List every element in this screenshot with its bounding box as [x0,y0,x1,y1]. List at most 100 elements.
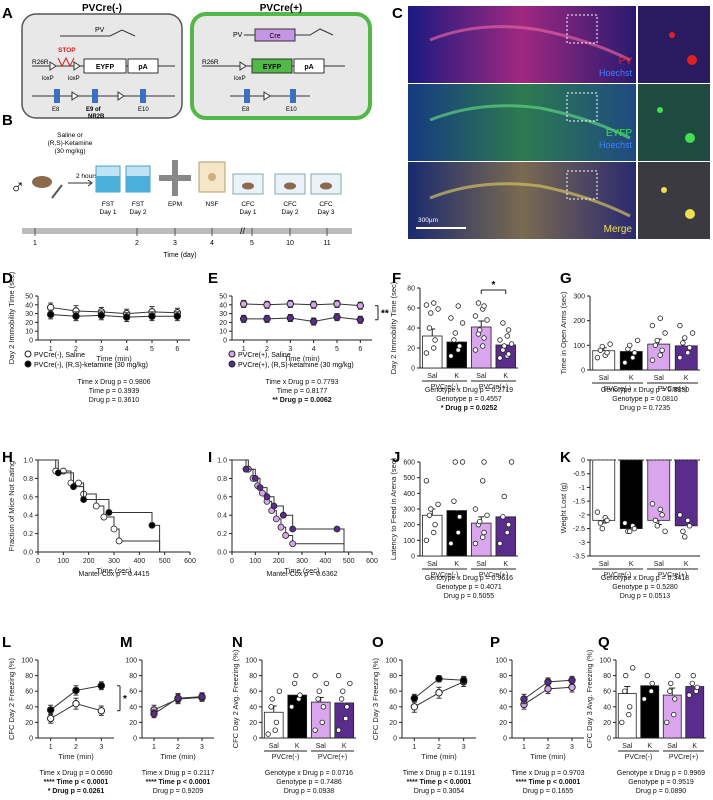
panel-label-p: P [490,634,500,651]
individual-point [472,347,479,353]
panel-label-n: N [232,634,243,651]
x-tick-label: K [684,561,689,568]
y-tick-label: 0 [411,554,415,561]
y-axis-label: CFC Day 2 Avg. Freezing (%) [231,649,240,748]
y-tick-label: 50 [25,294,33,301]
group-label: PVCre(-) [431,384,459,391]
y-tick-label: 60 [603,689,611,696]
group-label: PVCre(-) [431,572,459,579]
individual-point [432,337,438,343]
legend-e: PVCre(+), Saline PVCre(+), (R,S)-ketamin… [228,350,354,369]
individual-point [451,498,457,504]
individual-point [508,459,515,465]
panel-label-m: M [120,634,133,651]
bar [495,516,516,557]
stat-line: Genotype x Drug p = 0.3418 [601,575,689,582]
data-point [333,300,341,308]
individual-point [657,352,663,358]
individual-point [630,665,636,671]
x-tick-label: 6 [175,346,179,353]
x-tick-label: 400 [133,558,145,565]
y-tick-label: 30 [25,311,33,318]
event-point [54,469,62,477]
x-tick-label: K [454,373,459,380]
panel-label-b: B [2,112,13,129]
individual-point [594,509,601,515]
y-axis-label: Day 2 Immobility Time (sec) [389,281,398,374]
y-tick-label: 60 [129,689,137,696]
individual-point [500,320,506,326]
series-line [243,303,361,307]
test-epm-group: EPM [159,160,191,208]
test-nsf-group: NSF [198,161,226,208]
stat-line: Genotype p = 0.5280 [612,584,678,591]
individual-point [426,325,433,331]
pa-label-neg: pA [138,64,147,71]
stat-line: Genotype p = 0.4071 [436,584,502,591]
x-tick-label: 1 [49,346,53,353]
individual-point [668,680,674,687]
micro-merge-main [408,162,636,239]
chart-o: 0 20 40 60 80 100 CFC Day 3 Freezing (%) 1 2 3 Tim… [371,657,476,795]
loxp-label-2: loxP [68,76,80,82]
pv-label-pos: PV [233,32,243,39]
y-tick-label: 80 [499,673,507,680]
bar [422,514,443,557]
y-tick-label: 0 [223,338,227,345]
individual-point [481,303,487,309]
y-tick-label: -2.5 [573,526,585,533]
stat-line: Genotype p = 0.9519 [628,779,694,786]
pa-label-pos: pA [304,64,313,71]
series-line [243,316,361,323]
y-tick-label: 100 [245,658,257,665]
x-tick-label: K [629,375,634,382]
individual-point [677,354,683,361]
individual-point [448,540,454,547]
timeline-break: // [240,226,246,236]
micro-pv-main [408,6,636,83]
x-tick-label: 2 [176,744,180,751]
stat-line: Mantel-Cox p = 0.6362 [266,571,337,578]
x-tick-label: 3 [462,744,466,751]
group-label: PVCre(+) [669,754,698,761]
data-point [263,301,271,309]
micro-eyfp-label: EYFP [606,128,632,139]
individual-point [675,672,681,679]
individual-point [319,719,325,726]
panel-label-o: O [372,634,384,651]
timeline-day-label: 2 [135,240,139,247]
data-point [356,316,365,324]
title-pvcre-pos: PVCre(+) [260,3,303,14]
y-tick-label: 0.2 [217,531,227,538]
y-tick-label: 80 [25,673,33,680]
individual-point [672,696,678,702]
x-tick-label: 4 [125,346,129,353]
individual-point [689,680,695,687]
individual-point [644,672,650,679]
individual-point [619,719,625,726]
timeline-day-label: 4 [210,240,214,247]
x-tick-label: K [629,561,634,568]
y-tick-label: 20 [129,720,137,727]
chart-j: 0 100 200 300 400 500 600 Latency to Feed in Ar… [389,457,518,600]
x-tick-label: K [503,373,508,380]
stat-line: Drug p = 0.5055 [444,593,495,600]
loxp-label-1: loxP [42,76,54,82]
mouse-icon [284,182,296,190]
mouse-icon [320,182,332,190]
data-point [150,710,158,718]
panel-label-i: I [208,449,212,466]
eyfp-label-neg: EYFP [96,64,115,71]
event-point [100,513,108,521]
micro-hoechst-label-1: Hoechst [599,68,633,78]
x-tick-label: 600 [184,558,196,565]
stat-line: **** Time p < 0.0001 [146,779,211,786]
stat-line: Genotype p = 0.7486 [276,779,342,786]
individual-point [343,715,349,722]
data-point [239,315,248,323]
test-day-label: Day 1 [240,209,257,216]
individual-point [654,337,660,344]
